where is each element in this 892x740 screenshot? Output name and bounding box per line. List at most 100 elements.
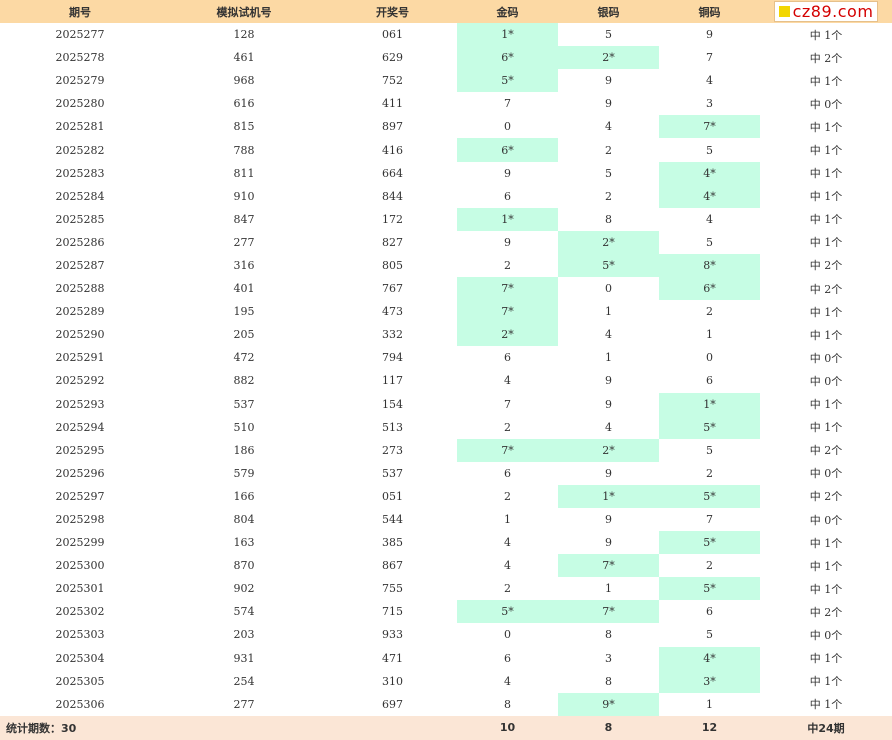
hits-cell: 中 1个 (809, 328, 843, 342)
silver-cell: 2 (605, 189, 612, 203)
hits-cell: 中 1个 (809, 74, 843, 88)
period-cell: 2025302 (55, 605, 105, 619)
sim-number-cell: 804 (233, 513, 255, 527)
period-cell: 2025299 (55, 536, 105, 550)
draw-number-cell: 411 (382, 97, 403, 111)
draw-number-cell: 664 (382, 166, 403, 180)
table-row: 2025281 815 897 0 4 7* 中 1个 (0, 115, 892, 139)
hits-cell: 中 0个 (809, 351, 843, 365)
hits-cell: 中 1个 (809, 305, 843, 319)
table-row: 2025297 166 051 2 1* 5* 中 2个 (0, 484, 892, 508)
silver-cell: 0 (605, 282, 612, 296)
sim-number-cell: 205 (233, 328, 255, 342)
hits-cell: 中 1个 (809, 398, 843, 412)
gold-cell: 0 (504, 628, 511, 642)
draw-number-cell: 513 (382, 420, 403, 434)
gold-cell: 7* (457, 438, 558, 462)
header-row: 期号 模拟试机号 开奖号 金码 银码 铜码 cz89.com (0, 0, 892, 23)
period-cell: 2025287 (55, 258, 105, 272)
period-cell: 2025304 (55, 651, 105, 665)
bronze-cell: 3* (659, 669, 760, 693)
table-row: 2025305 254 310 4 8 3* 中 1个 (0, 669, 892, 693)
bronze-cell: 6* (659, 277, 760, 301)
period-cell: 2025300 (55, 559, 105, 573)
sim-number-cell: 815 (233, 120, 255, 134)
silver-cell: 2* (558, 46, 659, 70)
hits-cell: 中 1个 (809, 28, 843, 42)
gold-cell: 7 (504, 397, 511, 411)
sim-number-cell: 166 (233, 489, 255, 503)
silver-cell: 9 (605, 466, 612, 480)
draw-number-cell: 471 (382, 651, 403, 665)
footer-period-count: 统计期数：30 (6, 721, 77, 735)
gold-cell: 0 (504, 120, 511, 134)
period-cell: 2025301 (55, 582, 105, 596)
silver-cell: 4 (605, 420, 612, 434)
sim-number-cell: 910 (233, 189, 255, 203)
table-row: 2025304 931 471 6 3 4* 中 1个 (0, 646, 892, 670)
silver-cell: 2 (605, 143, 612, 157)
sim-number-cell: 195 (233, 305, 255, 319)
period-cell: 2025280 (55, 97, 105, 111)
silver-cell: 5* (558, 253, 659, 278)
period-cell: 2025286 (55, 235, 105, 249)
header-draw-number: 开奖号 (376, 5, 409, 19)
bronze-cell: 5 (706, 143, 713, 157)
draw-number-cell: 154 (382, 397, 403, 411)
footer-hits-total: 中24期 (807, 721, 845, 735)
draw-number-cell: 117 (382, 374, 403, 388)
silver-cell: 5 (605, 28, 612, 42)
site-logo[interactable]: cz89.com (773, 1, 879, 22)
gold-cell: 5* (457, 69, 558, 93)
period-cell: 2025295 (55, 443, 105, 457)
sim-number-cell: 882 (233, 374, 255, 388)
period-cell: 2025290 (55, 328, 105, 342)
table-row: 2025280 616 411 7 9 3 中 0个 (0, 92, 892, 115)
gold-cell: 2 (504, 420, 511, 434)
bronze-cell: 4 (706, 74, 713, 88)
silver-cell: 5 (605, 166, 612, 180)
table-row: 2025289 195 473 7* 1 2 中 1个 (0, 300, 892, 324)
draw-number-cell: 805 (382, 258, 403, 272)
gold-cell: 1* (457, 207, 558, 231)
bronze-cell: 5* (659, 577, 760, 601)
hits-cell: 中 1个 (809, 698, 843, 712)
draw-number-cell: 867 (382, 559, 403, 573)
bronze-cell: 8* (659, 253, 760, 278)
gold-cell: 2 (504, 489, 511, 503)
draw-number-cell: 473 (382, 305, 403, 319)
hits-cell: 中 1个 (809, 652, 843, 666)
hits-cell: 中 1个 (809, 675, 843, 689)
draw-number-cell: 051 (382, 489, 403, 503)
period-cell: 2025282 (55, 143, 105, 157)
table-row: 2025291 472 794 6 1 0 中 0个 (0, 346, 892, 369)
draw-number-cell: 172 (382, 212, 403, 226)
silver-cell: 8 (605, 628, 612, 642)
table-row: 2025285 847 172 1* 8 4 中 1个 (0, 207, 892, 231)
sim-number-cell: 811 (233, 166, 255, 180)
sim-number-cell: 902 (233, 582, 255, 596)
silver-cell: 4 (605, 120, 612, 134)
hits-cell: 中 2个 (809, 282, 843, 296)
bronze-cell: 2 (706, 466, 713, 480)
header-bronze: 铜码 (698, 5, 721, 19)
sim-number-cell: 616 (233, 97, 255, 111)
bronze-cell: 7 (706, 513, 713, 527)
period-cell: 2025288 (55, 282, 105, 296)
gold-cell: 2* (457, 323, 558, 347)
bronze-cell: 6 (706, 605, 713, 619)
table-row: 2025283 811 664 9 5 4* 中 1个 (0, 161, 892, 185)
period-cell: 2025298 (55, 513, 105, 527)
bronze-cell: 9 (706, 28, 713, 42)
period-cell: 2025294 (55, 420, 105, 434)
hits-cell: 中 1个 (809, 144, 843, 158)
sim-number-cell: 472 (233, 351, 255, 365)
draw-number-cell: 310 (382, 674, 403, 688)
silver-cell: 1 (605, 351, 612, 365)
table-row: 2025288 401 767 7* 0 6* 中 2个 (0, 277, 892, 301)
table-row: 2025299 163 385 4 9 5* 中 1个 (0, 531, 892, 555)
logo-text: cz89.com (792, 2, 874, 21)
period-cell: 2025296 (55, 466, 105, 480)
period-cell: 2025293 (55, 397, 105, 411)
period-cell: 2025285 (55, 212, 105, 226)
